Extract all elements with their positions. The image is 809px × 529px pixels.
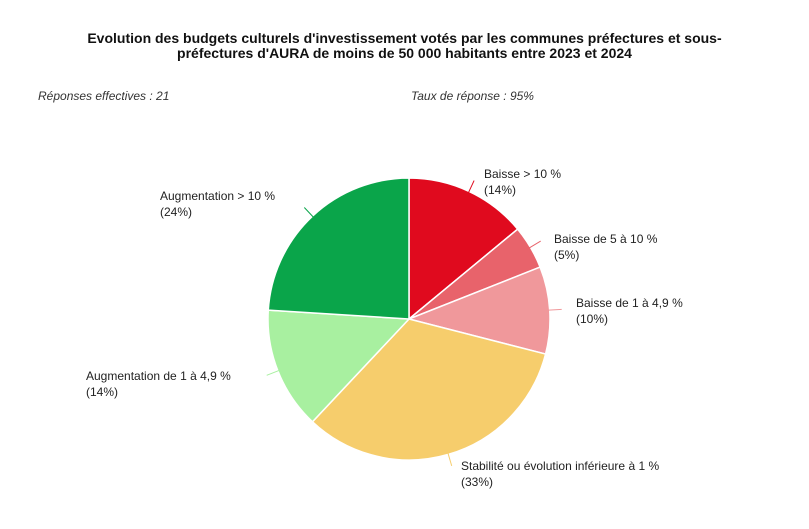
responses-count: Réponses effectives : 21 (38, 89, 170, 103)
leader-line-augmentation-1-4-9 (266, 369, 281, 376)
response-rate: Taux de réponse : 95% (411, 89, 534, 103)
pie-slice-augmentation-plus-10 (267, 177, 410, 320)
slice-percent-baisse-1-4-9: (10%) (576, 312, 608, 326)
slice-percent-baisse-5-10: (5%) (554, 248, 579, 262)
slice-label-stabilite: Stabilité ou évolution inférieure à 1 % (461, 459, 659, 473)
slice-label-augmentation-1-4-9: Augmentation de 1 à 4,9 % (86, 369, 231, 383)
leader-line-baisse-5-10 (527, 240, 541, 250)
slice-label-augmentation-plus-10: Augmentation > 10 % (160, 189, 275, 203)
slice-percent-augmentation-plus-10: (24%) (160, 205, 192, 219)
chart-title-line-2: préfectures d'AURA de moins de 50 000 ha… (177, 45, 632, 61)
slice-label-baisse-5-10: Baisse de 5 à 10 % (554, 232, 658, 246)
leader-line-baisse-plus-10 (467, 180, 475, 195)
leader-line-baisse-1-4-9 (546, 308, 562, 311)
slice-percent-augmentation-1-4-9: (14%) (86, 385, 118, 399)
chart-title-line-1: Evolution des budgets culturels d'invest… (87, 30, 722, 46)
slice-percent-baisse-plus-10: (14%) (484, 183, 516, 197)
slice-percent-stabilite: (33%) (461, 475, 493, 489)
leader-line-stabilite (447, 451, 453, 467)
slice-label-baisse-plus-10: Baisse > 10 % (484, 167, 561, 181)
chart-title: Evolution des budgets culturels d'invest… (0, 31, 809, 61)
leader-line-augmentation-plus-10 (303, 207, 315, 219)
slice-label-baisse-1-4-9: Baisse de 1 à 4,9 % (576, 296, 683, 310)
